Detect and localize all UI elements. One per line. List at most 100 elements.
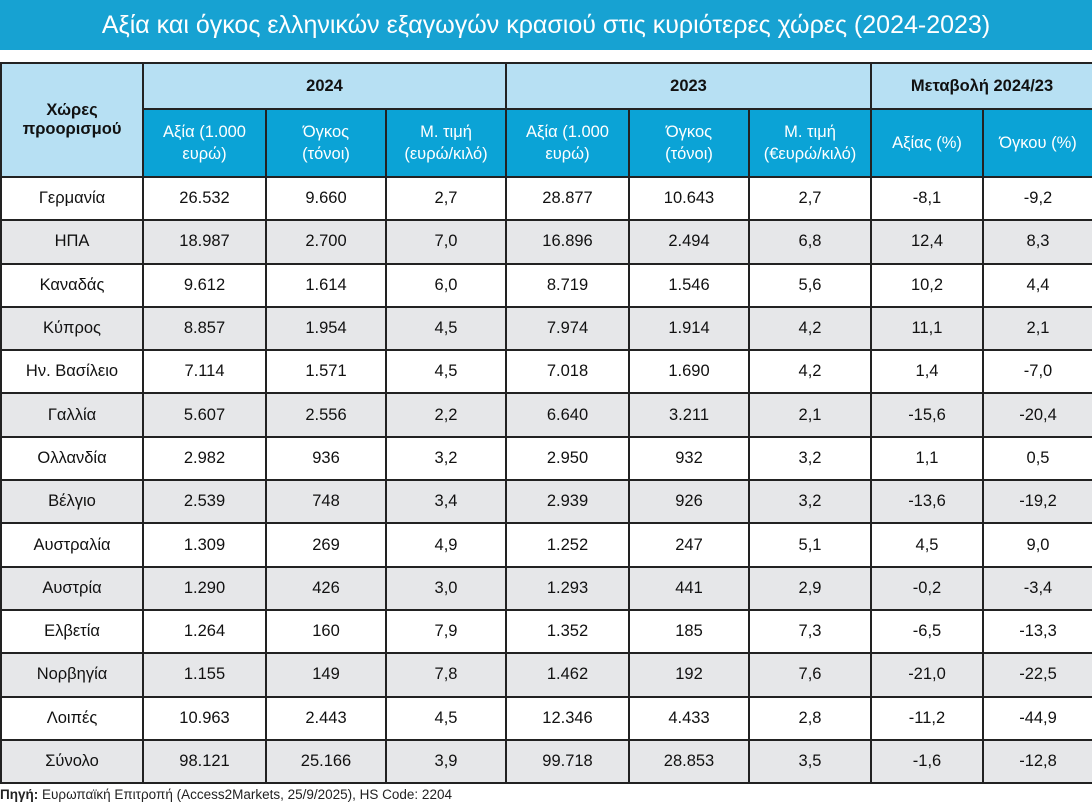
value-cell: -12,8 <box>981 738 1092 785</box>
value-cell: -3,4 <box>981 565 1092 611</box>
subheader-cell: Μ. τιμή (€ευρώ/κιλό) <box>748 108 872 178</box>
value-cell: 3,0 <box>385 565 507 611</box>
subheader-cell: Όγκου (%) <box>981 108 1092 178</box>
value-cell: 1.252 <box>505 522 630 568</box>
value-cell: 1.264 <box>142 608 267 655</box>
subheader-cell: Όγκος (τόνοι) <box>265 108 387 178</box>
value-cell: 28.877 <box>505 175 630 222</box>
value-cell: 426 <box>265 565 387 611</box>
value-cell: 1.690 <box>628 349 750 395</box>
header-group-2024: 2024 <box>142 62 507 110</box>
value-cell: 0,5 <box>981 435 1092 482</box>
value-cell: 4,5 <box>870 522 984 568</box>
value-cell: -13,3 <box>981 608 1092 655</box>
value-cell: 9.612 <box>142 262 267 308</box>
value-cell: 149 <box>265 652 387 698</box>
country-cell: Σύνολο <box>0 738 144 785</box>
value-cell: -44,9 <box>981 695 1092 741</box>
value-cell: 7.114 <box>142 349 267 395</box>
value-cell: 5,6 <box>748 262 872 308</box>
value-cell: 3,5 <box>748 738 872 785</box>
value-cell: 441 <box>628 565 750 611</box>
value-cell: 99.718 <box>505 738 630 785</box>
value-cell: 4,5 <box>385 305 507 352</box>
table-row: Νορβηγία 1.155 149 7,8 1.462 192 7,6 -21,0 -22,5 <box>0 652 1092 698</box>
value-cell: 26.532 <box>142 175 267 222</box>
source-note: Πηγή: Ευρωπαϊκή Επιτροπή (Access2Markets… <box>0 787 452 802</box>
source-text: Ευρωπαϊκή Επιτροπή (Access2Markets, 25/9… <box>38 787 452 802</box>
value-cell: 2,8 <box>748 695 872 741</box>
value-cell: 2.494 <box>628 219 750 265</box>
value-cell: 11,1 <box>870 305 984 352</box>
value-cell: 2.939 <box>505 479 630 525</box>
country-cell: Ην. Βασίλειο <box>0 349 144 395</box>
value-cell: 7,9 <box>385 608 507 655</box>
value-cell: -8,1 <box>870 175 984 222</box>
value-cell: -15,6 <box>870 392 984 438</box>
table-row: Γερμανία 26.532 9.660 2,7 28.877 10.643 2,7 -8,… <box>0 175 1092 222</box>
value-cell: 25.166 <box>265 738 387 785</box>
value-cell: 12,4 <box>870 219 984 265</box>
country-cell: Γαλλία <box>0 392 144 438</box>
value-cell: 28.853 <box>628 738 750 785</box>
value-cell: 8.719 <box>505 262 630 308</box>
value-cell: 3,2 <box>385 435 507 482</box>
country-cell: Αυστραλία <box>0 522 144 568</box>
value-cell: -1,6 <box>870 738 984 785</box>
value-cell: 4.433 <box>628 695 750 741</box>
value-cell: 2.443 <box>265 695 387 741</box>
country-cell: Νορβηγία <box>0 652 144 698</box>
table-row: ΗΠΑ 18.987 2.700 7,0 16.896 2.494 6,8 12,4 8,3 <box>0 219 1092 265</box>
value-cell: 18.987 <box>142 219 267 265</box>
table-row: Αυστραλία 1.309 269 4,9 1.252 247 5,1 4,5 9,0 <box>0 522 1092 568</box>
value-cell: 2,1 <box>748 392 872 438</box>
value-cell: 748 <box>265 479 387 525</box>
subheader-cell: Αξίας (%) <box>870 108 984 178</box>
country-cell: Βέλγιο <box>0 479 144 525</box>
value-cell: 10.963 <box>142 695 267 741</box>
value-cell: 926 <box>628 479 750 525</box>
value-cell: 3,2 <box>748 479 872 525</box>
source-label: Πηγή: <box>0 787 39 802</box>
value-cell: 5.607 <box>142 392 267 438</box>
value-cell: 3.211 <box>628 392 750 438</box>
value-cell: 4,9 <box>385 522 507 568</box>
value-cell: 5,1 <box>748 522 872 568</box>
value-cell: 10,2 <box>870 262 984 308</box>
value-cell: 3,4 <box>385 479 507 525</box>
table-row: Γαλλία 5.607 2.556 2,2 6.640 3.211 2,1 -15,6 -20… <box>0 392 1092 438</box>
value-cell: 2.539 <box>142 479 267 525</box>
value-cell: 6,8 <box>748 219 872 265</box>
value-cell: 8.857 <box>142 305 267 352</box>
value-cell: 9.660 <box>265 175 387 222</box>
country-cell: Ολλανδία <box>0 435 144 482</box>
table-row: Ελβετία 1.264 160 7,9 1.352 185 7,3 -6,5 -13,3 <box>0 608 1092 655</box>
value-cell: 7,8 <box>385 652 507 698</box>
value-cell: -21,0 <box>870 652 984 698</box>
table-row: Αυστρία 1.290 426 3,0 1.293 441 2,9 -0,2 -3,4 <box>0 565 1092 611</box>
value-cell: -19,2 <box>981 479 1092 525</box>
value-cell: -13,6 <box>870 479 984 525</box>
value-cell: 3,9 <box>385 738 507 785</box>
value-cell: 3,2 <box>748 435 872 482</box>
table-row: Βέλγιο 2.539 748 3,4 2.939 926 3,2 -13,6 -19,2 <box>0 479 1092 525</box>
value-cell: 4,5 <box>385 349 507 395</box>
value-cell: 2,2 <box>385 392 507 438</box>
subheader-cell: Μ. τιμή (ευρώ/κιλό) <box>385 108 507 178</box>
value-cell: 2,7 <box>748 175 872 222</box>
value-cell: 16.896 <box>505 219 630 265</box>
value-cell: 1,4 <box>870 349 984 395</box>
country-cell: Γερμανία <box>0 175 144 222</box>
value-cell: 1.352 <box>505 608 630 655</box>
value-cell: 1.309 <box>142 522 267 568</box>
value-cell: 2.982 <box>142 435 267 482</box>
table-row: Λοιπές 10.963 2.443 4,5 12.346 4.433 2,8 -11,2-… <box>0 695 1092 741</box>
value-cell: 1.293 <box>505 565 630 611</box>
value-cell: 1.914 <box>628 305 750 352</box>
value-cell: 1.614 <box>265 262 387 308</box>
value-cell: -6,5 <box>870 608 984 655</box>
wine-exports-table: Χώρες προορισμού 2024 2023 Μεταβολή 2024… <box>0 62 1092 785</box>
value-cell: -11,2 <box>870 695 984 741</box>
value-cell: 4,4 <box>981 262 1092 308</box>
subheader-cell: Αξία (1.000 ευρώ) <box>142 108 267 178</box>
